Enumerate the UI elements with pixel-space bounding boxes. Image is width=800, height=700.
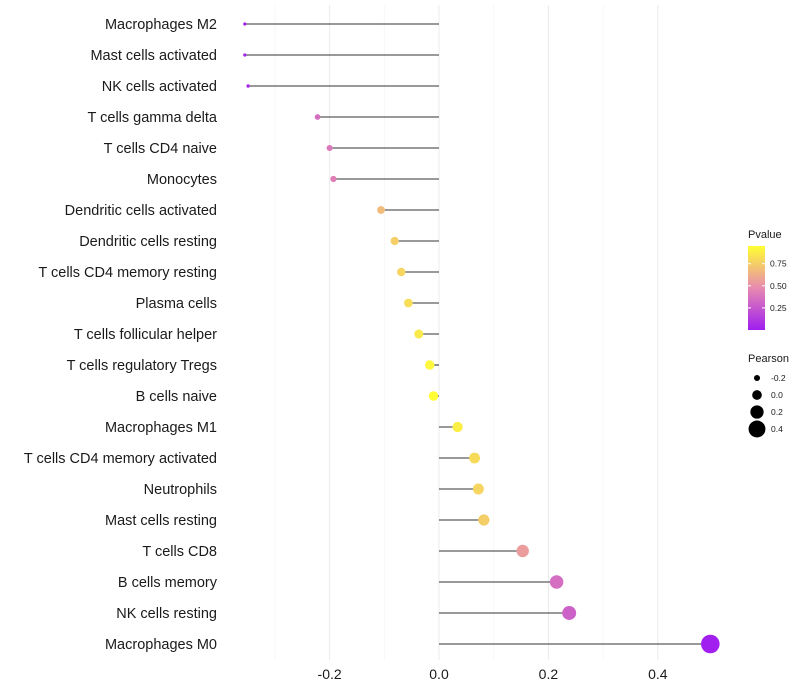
data-point [516, 544, 529, 558]
pearson-legend-title: Pearson [748, 353, 789, 365]
data-point [472, 483, 484, 495]
category-label: T cells CD8 [142, 544, 217, 560]
pvalue-colorbar [748, 246, 765, 330]
colorbar-tick-label: 0.75 [770, 259, 787, 269]
category-labels: Macrophages M2 Mast cells activated NK cel… [24, 17, 218, 653]
size-legend-dot [750, 405, 764, 419]
size-legend-label: 0.2 [771, 407, 783, 417]
colorbar-tick-label: 0.25 [770, 303, 787, 313]
data-point [478, 514, 490, 526]
data-point [377, 206, 385, 214]
category-label: B cells memory [118, 575, 218, 591]
data-point [326, 144, 333, 152]
data-point [314, 114, 321, 120]
size-legend-dot [748, 420, 766, 438]
grid [274, 5, 659, 660]
pearson-legend: Pearson -0.2 0.0 0.2 0.4 [748, 353, 789, 438]
size-legend-label: -0.2 [771, 373, 786, 383]
category-label: NK cells activated [102, 79, 217, 95]
pvalue-legend-title: Pvalue [748, 229, 782, 241]
data-point [549, 575, 564, 589]
category-label: Plasma cells [136, 296, 217, 312]
category-label: Macrophages M0 [105, 637, 217, 653]
category-label: Monocytes [147, 172, 217, 188]
size-legend-dot [752, 390, 762, 400]
data-point [397, 267, 406, 277]
data-point [404, 298, 413, 308]
size-legend-dot [753, 374, 761, 382]
category-label: Mast cells resting [105, 513, 217, 529]
data-point [246, 84, 250, 88]
x-tick-label: 0.2 [539, 666, 559, 682]
category-label: Dendritic cells activated [65, 203, 217, 219]
data-point [330, 175, 337, 183]
x-tick-label: 0.0 [429, 666, 449, 682]
pvalue-legend: Pvalue 0.25 0.50 0.75 [748, 229, 787, 330]
x-axis-tick-labels: -0.2 0.0 0.2 0.4 [318, 666, 668, 682]
data-point [243, 53, 247, 57]
category-label: Macrophages M2 [105, 17, 217, 33]
pearson-legend-items: -0.2 0.0 0.2 0.4 [748, 373, 786, 438]
category-label: T cells follicular helper [74, 327, 217, 343]
category-label: B cells naive [136, 389, 217, 405]
data-point [701, 634, 720, 654]
size-legend-label: 0.4 [771, 424, 783, 434]
data-point [469, 452, 480, 464]
category-label: NK cells resting [116, 606, 217, 622]
x-tick-label: -0.2 [318, 666, 342, 682]
x-tick-label: 0.4 [648, 666, 668, 682]
category-label: Mast cells activated [90, 48, 217, 64]
category-label: Neutrophils [144, 482, 217, 498]
data-point [562, 606, 577, 620]
data-point [414, 329, 424, 339]
category-label: T cells CD4 memory resting [38, 265, 217, 281]
data-point [428, 391, 439, 401]
data-point [452, 421, 463, 433]
category-label: T cells gamma delta [88, 110, 218, 126]
category-label: T cells CD4 naive [104, 141, 217, 157]
pvalue-legend-ticks: 0.25 0.50 0.75 [748, 259, 787, 313]
category-label: Macrophages M1 [105, 420, 217, 436]
data-point [243, 22, 247, 26]
data-point [390, 236, 399, 246]
size-legend-label: 0.0 [771, 390, 783, 400]
data-point [425, 360, 435, 370]
category-label: T cells CD4 memory activated [24, 451, 217, 467]
category-label: T cells regulatory Tregs [67, 358, 217, 374]
colorbar-tick-label: 0.50 [770, 281, 787, 291]
stems [244, 23, 711, 645]
points [243, 22, 720, 654]
category-label: Dendritic cells resting [79, 234, 217, 250]
